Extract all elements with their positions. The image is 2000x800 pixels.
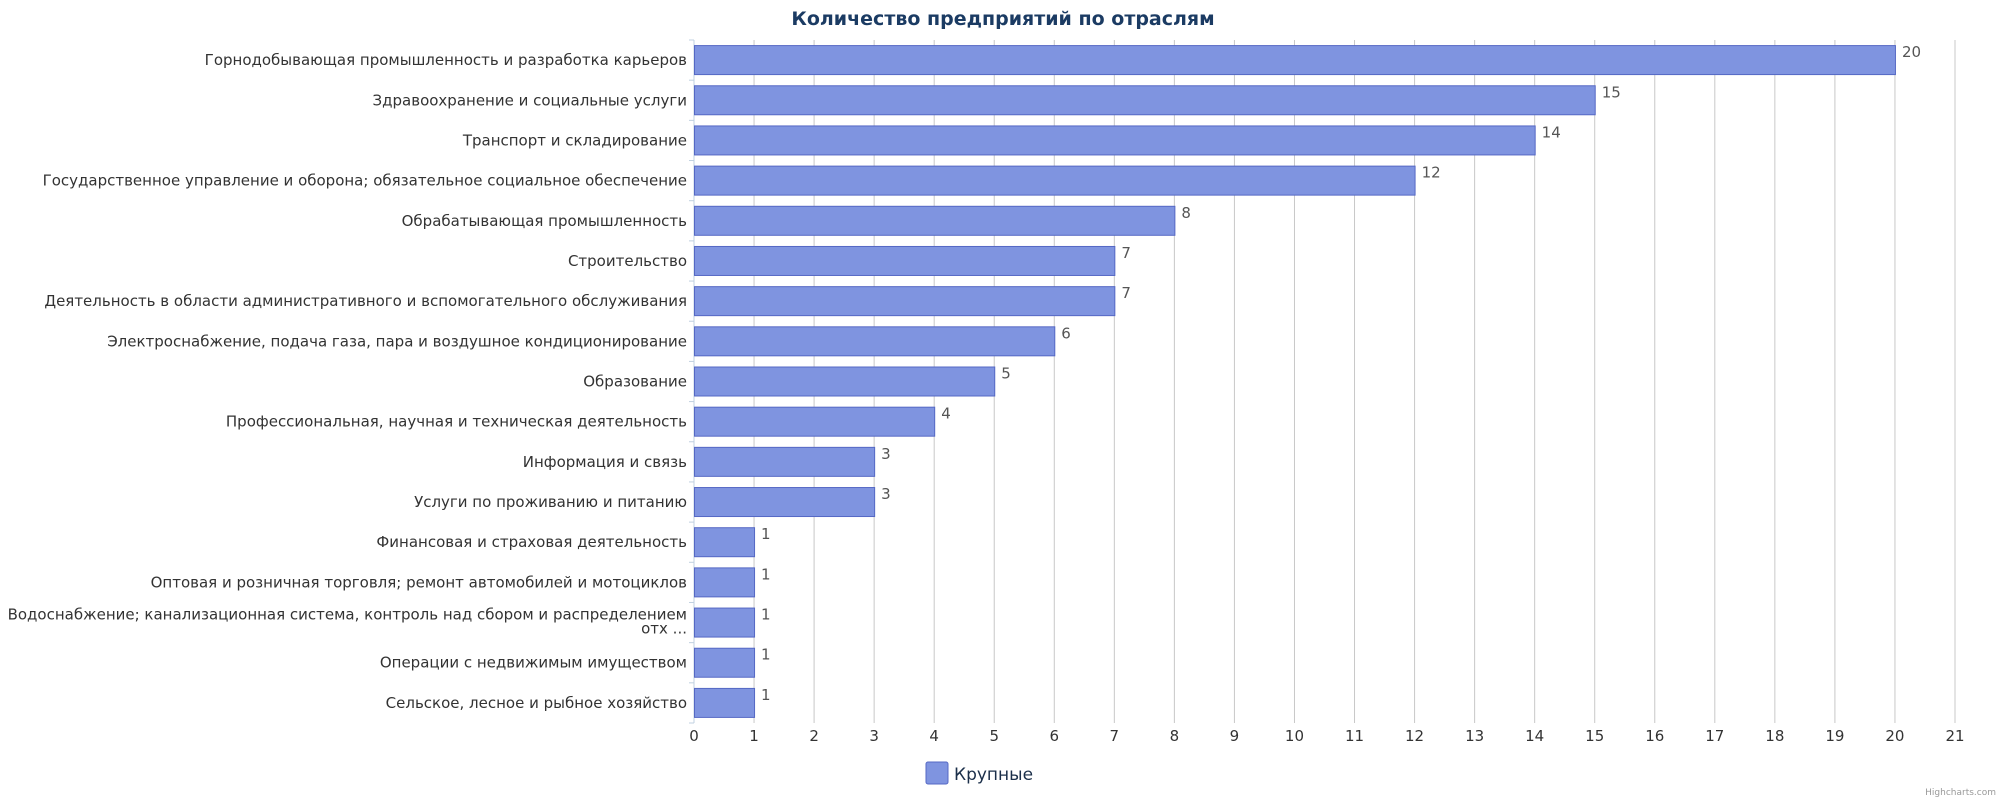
bar[interactable] — [694, 607, 756, 638]
bar[interactable] — [694, 446, 876, 477]
x-tick-label: 13 — [1465, 727, 1484, 745]
bar[interactable] — [694, 45, 1896, 76]
bar[interactable] — [694, 205, 1176, 236]
category-label: Водоснабжение; канализационная система, … — [8, 606, 687, 638]
bar[interactable] — [694, 366, 996, 397]
category-label: Оптовая и розничная торговля; ремонт авт… — [151, 573, 687, 591]
category-label: Профессиональная, научная и техническая … — [226, 413, 687, 431]
data-label: 15 — [1602, 83, 1621, 101]
x-tick-label: 6 — [1050, 727, 1060, 745]
x-tick-label: 1 — [749, 727, 759, 745]
category-label: Государственное управление и оборона; об… — [43, 172, 687, 190]
data-label: 1 — [761, 525, 771, 543]
x-tick-label: 0 — [689, 727, 699, 745]
x-tick-label: 18 — [1765, 727, 1784, 745]
bar[interactable] — [694, 85, 1596, 116]
bar[interactable] — [694, 567, 756, 598]
category-label: Операции с недвижимым имуществом — [380, 654, 687, 672]
bar[interactable] — [694, 245, 1116, 276]
category-label: Финансовая и страховая деятельность — [376, 533, 687, 551]
data-label: 1 — [761, 606, 771, 624]
x-tick-label: 12 — [1405, 727, 1424, 745]
data-label: 1 — [761, 686, 771, 704]
x-tick-label: 20 — [1885, 727, 1904, 745]
x-tick-label: 7 — [1110, 727, 1120, 745]
bar[interactable] — [694, 125, 1536, 156]
data-label: 4 — [941, 405, 951, 423]
category-label: Обрабатывающая промышленность — [402, 212, 687, 230]
data-label: 20 — [1902, 43, 1921, 61]
category-label: Сельское, лесное и рыбное хозяйство — [386, 694, 687, 712]
x-tick-label: 2 — [809, 727, 819, 745]
data-label: 3 — [881, 485, 891, 503]
bar[interactable] — [694, 527, 756, 558]
x-tick-label: 11 — [1345, 727, 1364, 745]
data-label: 3 — [881, 445, 891, 463]
legend[interactable]: Крупные — [925, 761, 1033, 785]
bar[interactable] — [694, 406, 936, 437]
category-label: Образование — [583, 373, 687, 391]
category-label: Услуги по проживанию и питанию — [414, 493, 687, 511]
bar[interactable] — [694, 286, 1116, 317]
bar[interactable] — [694, 326, 1056, 357]
x-tick-label: 16 — [1645, 727, 1664, 745]
credits[interactable]: Highcharts.com — [1925, 788, 1996, 798]
data-label: 1 — [761, 646, 771, 664]
legend-label[interactable]: Крупные — [954, 765, 1033, 785]
x-tick-label: 14 — [1525, 727, 1544, 745]
data-labels: 20 15 14 12 8 7 7 6 5 4 3 3 1 1 1 1 1 — [761, 43, 1921, 704]
x-tick-label: 10 — [1285, 727, 1304, 745]
x-axis-tick-labels: 0 1 2 3 4 5 6 7 8 9 10 11 12 13 14 15 16 17 18 19 20 21 — [689, 727, 1964, 745]
chart-title: Количество предприятий по отраслям — [791, 8, 1214, 30]
category-label: Электроснабжение, подача газа, пара и во… — [107, 332, 687, 350]
category-label: Деятельность в области административного… — [44, 292, 687, 310]
x-tick-label: 19 — [1825, 727, 1844, 745]
x-tick-label: 5 — [989, 727, 999, 745]
x-tick-label: 3 — [869, 727, 879, 745]
x-tick-label: 4 — [929, 727, 939, 745]
category-labels: Горнодобывающая промышленность и разрабо… — [8, 51, 687, 712]
bar[interactable] — [694, 687, 756, 718]
bars — [694, 45, 1896, 718]
data-label: 8 — [1181, 204, 1191, 222]
x-tick-label: 21 — [1945, 727, 1964, 745]
category-label: Информация и связь — [523, 453, 687, 471]
data-label: 1 — [761, 565, 771, 583]
data-label: 14 — [1542, 123, 1561, 141]
data-label: 12 — [1422, 164, 1441, 182]
data-label: 7 — [1121, 244, 1131, 262]
data-label: 7 — [1121, 284, 1131, 302]
bar[interactable] — [694, 165, 1416, 196]
legend-swatch[interactable] — [925, 761, 949, 785]
category-label: Здравоохранение и социальные услуги — [373, 91, 687, 109]
x-tick-label: 17 — [1705, 727, 1724, 745]
data-label: 5 — [1001, 365, 1011, 383]
x-tick-label: 15 — [1585, 727, 1604, 745]
x-tick-label: 8 — [1170, 727, 1180, 745]
bar[interactable] — [694, 647, 756, 678]
x-tick-label: 9 — [1230, 727, 1240, 745]
data-label: 6 — [1061, 324, 1071, 342]
category-label: Транспорт и складирование — [462, 131, 687, 149]
category-label: Строительство — [568, 252, 687, 270]
category-label: Горнодобывающая промышленность и разрабо… — [205, 51, 687, 69]
bar[interactable] — [694, 487, 876, 518]
